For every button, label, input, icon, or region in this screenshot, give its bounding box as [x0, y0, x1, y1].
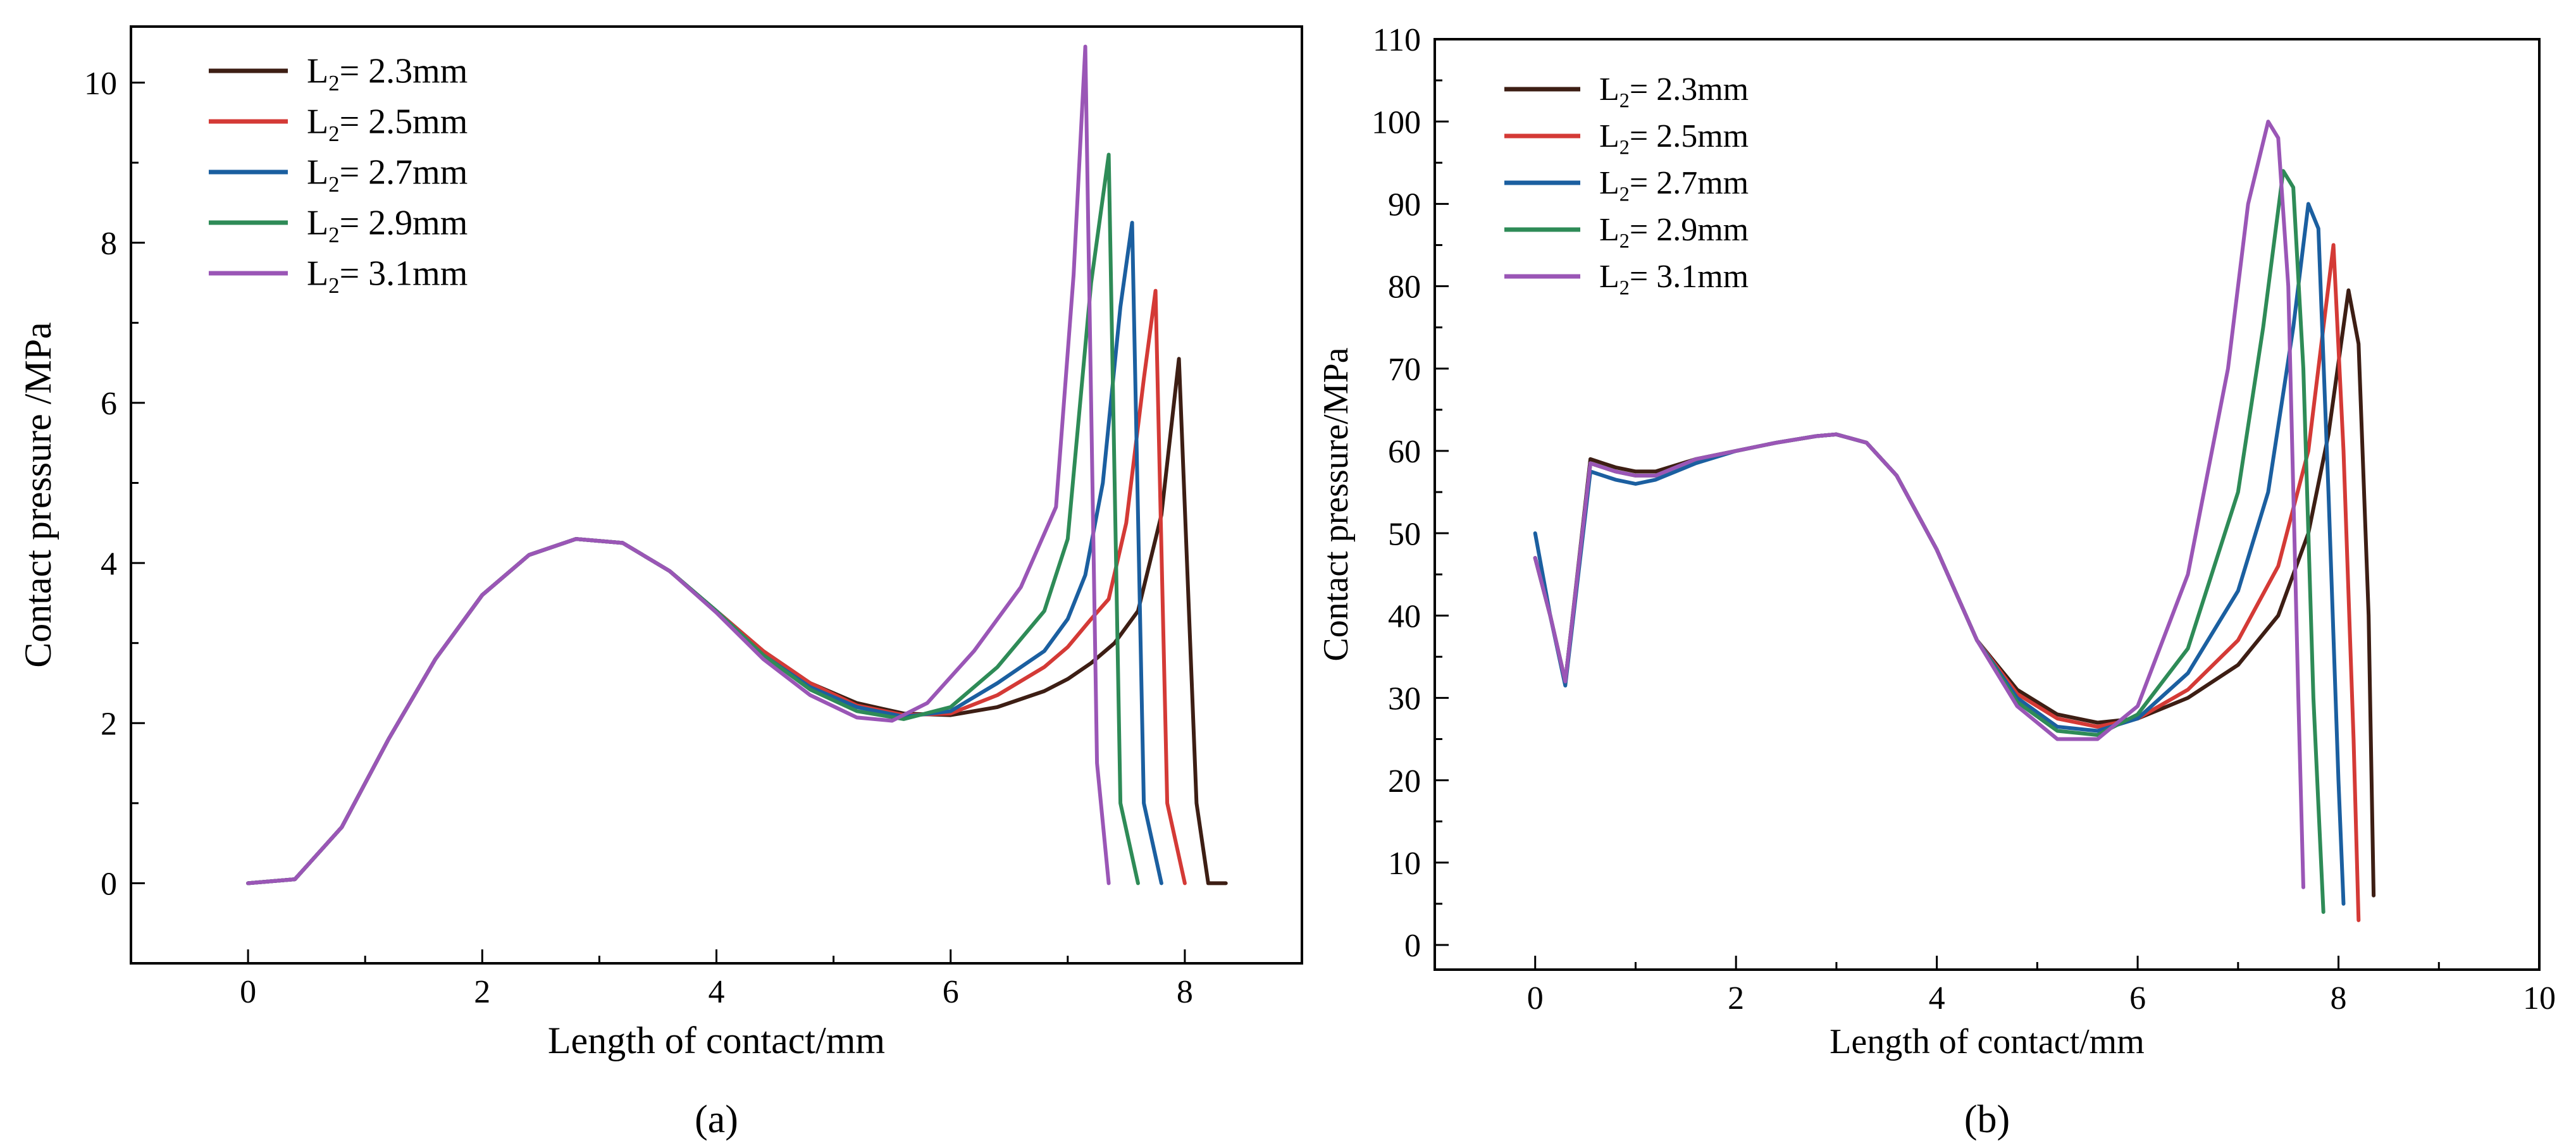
- x-axis-label: Length of contact/mm: [1830, 1022, 2145, 1061]
- y-tick-label: 20: [1388, 763, 1421, 799]
- y-tick-label: 60: [1388, 434, 1421, 470]
- series-line-2: [246, 221, 1163, 886]
- panel-label: (b): [1964, 1098, 2010, 1141]
- x-tick-label: 8: [1177, 974, 1193, 1010]
- x-tick-label: 6: [2129, 980, 2146, 1016]
- series-line-1: [1533, 243, 2361, 922]
- legend-entry-0: L2= 2.3mm: [307, 51, 468, 95]
- legend-entry-3: L2= 2.9mm: [307, 203, 468, 247]
- y-axis-label: Contact pressure /MPa: [17, 322, 59, 668]
- panel-label: (a): [695, 1098, 738, 1141]
- x-tick-label: 10: [2523, 980, 2556, 1016]
- x-tick-label: 0: [240, 974, 256, 1010]
- legend-entry-1: L2= 2.5mm: [307, 102, 468, 145]
- x-tick-label: 0: [1527, 980, 1544, 1016]
- legend-entry-2: L2= 2.7mm: [307, 152, 468, 196]
- y-tick-label: 10: [84, 66, 117, 102]
- legend-entry-4: L2= 3.1mm: [307, 254, 468, 297]
- y-tick-label: 110: [1373, 22, 1421, 58]
- series-line-1: [246, 288, 1187, 886]
- x-axis-label: Length of contact/mm: [548, 1020, 885, 1061]
- plot-frame: [1434, 38, 2541, 971]
- chart-panel-0: 0 2 4 6 8 0 2 4 6 8 10 Length of contact/mm Contact …: [17, 25, 1303, 1141]
- legend-entry-0: L2= 2.3mm: [1599, 71, 1749, 111]
- x-tick-label: 4: [709, 974, 725, 1010]
- y-tick-label: 90: [1388, 187, 1421, 223]
- y-tick-label: 0: [101, 867, 117, 903]
- y-tick-label: 80: [1388, 269, 1421, 306]
- legend-entry-2: L2= 2.7mm: [1599, 165, 1749, 205]
- legend-entry-1: L2= 2.5mm: [1599, 118, 1749, 158]
- y-tick-label: 8: [101, 226, 117, 262]
- legend-entry-3: L2= 2.9mm: [1599, 212, 1749, 252]
- y-tick-label: 30: [1388, 681, 1421, 717]
- legend: L2= 2.3mm L2= 2.5mm L2= 2.7mm L2= 2.9mm L2= …: [1504, 71, 1749, 299]
- y-tick-label: 70: [1388, 352, 1421, 388]
- x-tick-label: 6: [943, 974, 959, 1010]
- series-line-4: [1533, 120, 2305, 889]
- series-line-0: [246, 357, 1228, 886]
- legend-entry-4: L2= 3.1mm: [1599, 259, 1749, 299]
- x-tick-label: 8: [2331, 980, 2347, 1016]
- y-tick-label: 0: [1404, 928, 1421, 964]
- y-tick-label: 50: [1388, 516, 1421, 552]
- y-tick-label: 2: [101, 706, 117, 742]
- y-tick-label: 10: [1388, 846, 1421, 882]
- x-tick-label: 2: [1728, 980, 1744, 1016]
- y-tick-label: 100: [1372, 104, 1421, 140]
- y-tick-label: 40: [1388, 598, 1421, 634]
- series-line-4: [246, 44, 1111, 886]
- y-axis-label: Contact pressure/MPa: [1316, 347, 1356, 661]
- x-tick-label: 4: [1929, 980, 1945, 1016]
- legend: L2= 2.3mm L2= 2.5mm L2= 2.7mm L2= 2.9mm L2= …: [209, 51, 468, 298]
- y-tick-label: 6: [101, 386, 117, 422]
- y-tick-label: 4: [101, 546, 117, 582]
- x-tick-label: 2: [474, 974, 490, 1010]
